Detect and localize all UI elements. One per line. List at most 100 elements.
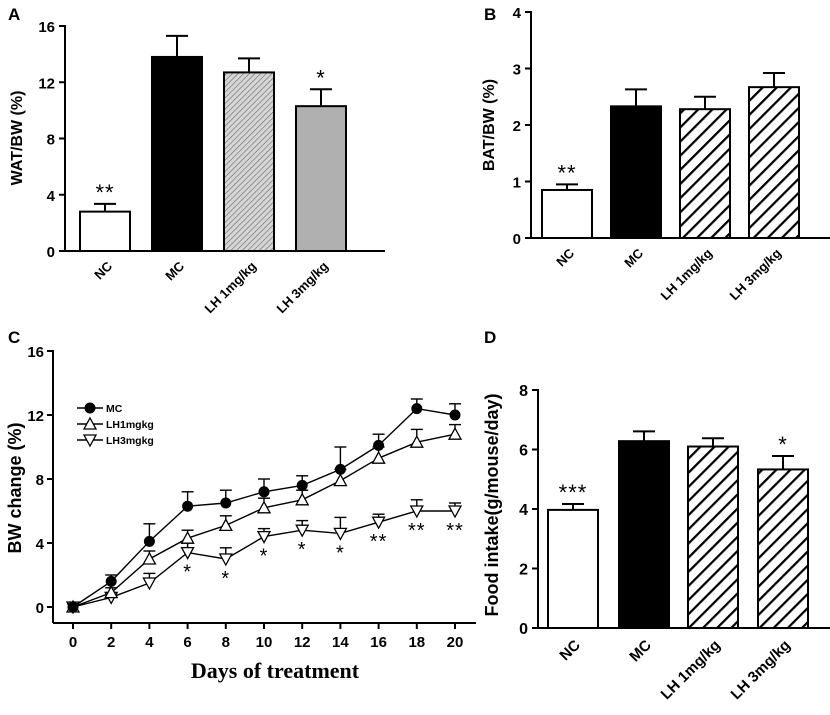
- marker-triangle-up: [82, 416, 98, 430]
- marker-triangle-down: [218, 553, 233, 567]
- y-tick-label: 2: [513, 118, 521, 135]
- panel-d: 0 2 4 6 8 Food intake(g/mouse/day) *** NC MC LH 1…: [482, 383, 830, 703]
- y-tick-label: 8: [36, 472, 44, 489]
- significance-mark: *: [778, 432, 788, 457]
- significance-mark: **: [95, 180, 114, 205]
- y-tick-label: 16: [27, 344, 44, 361]
- significance-mark: *: [316, 65, 326, 90]
- x-tick-label: 14: [332, 634, 349, 651]
- x-tick-label: 16: [370, 634, 387, 651]
- marker-circle: [220, 497, 232, 509]
- x-tick-label: NC: [556, 637, 583, 664]
- x-tick-label: NC: [91, 258, 115, 282]
- panel-letter-d: D: [484, 328, 496, 347]
- marker-circle: [84, 402, 96, 414]
- marker-triangle-down: [409, 505, 424, 519]
- marker-circle: [373, 439, 385, 451]
- marker-triangle-down: [295, 524, 310, 538]
- y-tick-label: 0: [519, 621, 528, 638]
- x-tick-label: LH 3mg/kg: [274, 258, 332, 316]
- bar-lh-1mg-kg: [223, 71, 275, 252]
- x-tick-label: LH 1mg/kg: [658, 245, 716, 303]
- y-tick-label: 2: [519, 562, 528, 579]
- y-tick-label: 4: [519, 502, 528, 519]
- significance-mark: **: [408, 520, 426, 542]
- marker-circle: [67, 601, 79, 613]
- x-tick-label: 10: [256, 634, 273, 651]
- bar-lh-3mg-kg: [748, 86, 800, 239]
- y-tick-label: 8: [47, 132, 55, 149]
- marker-triangle-down: [180, 546, 195, 560]
- x-tick-label: MC: [626, 637, 655, 666]
- significance-mark: **: [446, 520, 464, 542]
- bar-nc: [541, 188, 593, 240]
- y-axis-label: Food intake(g/mouse/day): [482, 393, 502, 616]
- panel-c: 0 4 8 12 16 0 2 4 6 8 10 12 14 16 18 20 BW change (%) Day…: [5, 344, 476, 683]
- marker-triangle-up: [256, 500, 272, 514]
- x-tick-label: MC: [162, 258, 187, 283]
- x-tick-label: LH 1mg/kg: [658, 637, 724, 703]
- marker-triangle-down: [82, 434, 98, 448]
- y-tick-label: 3: [513, 62, 521, 79]
- bar-mc: [151, 55, 203, 252]
- legend-label: LH1mgkg: [106, 419, 154, 431]
- marker-circle: [143, 535, 155, 547]
- bar-lh-1mg-kg: [679, 108, 731, 240]
- significance-mark: ***: [559, 480, 588, 505]
- marker-triangle-up: [104, 585, 119, 599]
- marker-triangle-up: [409, 434, 424, 448]
- marker-triangle-down: [142, 577, 157, 591]
- x-tick-label: 12: [294, 634, 311, 651]
- x-axis-label: Days of treatment: [191, 658, 360, 683]
- panel-letter-a: A: [8, 5, 20, 24]
- marker-circle: [182, 500, 194, 512]
- marker-circle: [296, 479, 308, 491]
- marker-circle: [105, 575, 117, 587]
- significance-mark: *: [298, 539, 307, 561]
- y-tick-label: 0: [47, 244, 55, 261]
- marker-circle: [334, 463, 346, 475]
- y-axis-label: WAT/BW (%): [9, 91, 26, 186]
- panel-a: 0 4 8 12 16 WAT/BW (%) ** NC MC LH 1mg/kg * LH 3mg/…: [9, 19, 385, 316]
- marker-triangle-up: [333, 473, 348, 487]
- legend: MC LH1mgkg LH3mgkg: [77, 402, 154, 448]
- bar-lh-1mg-kg: [687, 445, 739, 629]
- marker-circle: [449, 409, 461, 421]
- marker-triangle-down: [256, 530, 272, 544]
- significance-mark: **: [370, 531, 388, 553]
- y-tick-label: 4: [36, 536, 45, 553]
- marker-triangle-down: [447, 505, 463, 519]
- y-tick-label: 1: [513, 175, 521, 192]
- marker-triangle-up: [371, 450, 386, 464]
- y-tick-label: 0: [513, 231, 521, 248]
- legend-label: MC: [106, 403, 123, 415]
- marker-triangle-up: [295, 492, 310, 506]
- x-tick-label: LH 3mg/kg: [728, 637, 794, 703]
- marker-triangle-up: [218, 518, 233, 532]
- x-tick-label: LH 1mg/kg: [202, 258, 260, 316]
- y-tick-label: 12: [38, 75, 55, 92]
- x-tick-label: 2: [107, 634, 115, 651]
- x-tick-label: 0: [69, 634, 77, 651]
- panel-b: 0 1 2 3 4 BAT/BW (%) ** NC MC LH 1mg/kg LH 3mg/kg: [481, 5, 830, 303]
- y-tick-label: 8: [519, 383, 528, 400]
- series-line: [72, 433, 456, 608]
- legend-label: LH3mgkg: [106, 435, 154, 447]
- marker-triangle-up: [180, 530, 195, 544]
- marker-triangle-up: [142, 551, 157, 565]
- x-tick-label: 18: [408, 634, 425, 651]
- y-axis-label: BAT/BW (%): [481, 79, 498, 171]
- marker-triangle-down: [371, 516, 386, 530]
- panel-letter-b: B: [484, 5, 496, 24]
- y-tick-label: 0: [36, 600, 44, 617]
- significance-mark: *: [183, 562, 192, 584]
- significance-mark: *: [221, 568, 230, 590]
- panel-letter-c: C: [8, 328, 20, 347]
- y-tick-label: 4: [47, 188, 56, 205]
- y-tick-label: 4: [513, 5, 522, 22]
- x-tick-label: 8: [222, 634, 230, 651]
- y-tick-label: 6: [519, 443, 528, 460]
- marker-triangle-down: [333, 527, 348, 541]
- series-mc: [67, 398, 461, 613]
- x-tick-label: 6: [183, 634, 191, 651]
